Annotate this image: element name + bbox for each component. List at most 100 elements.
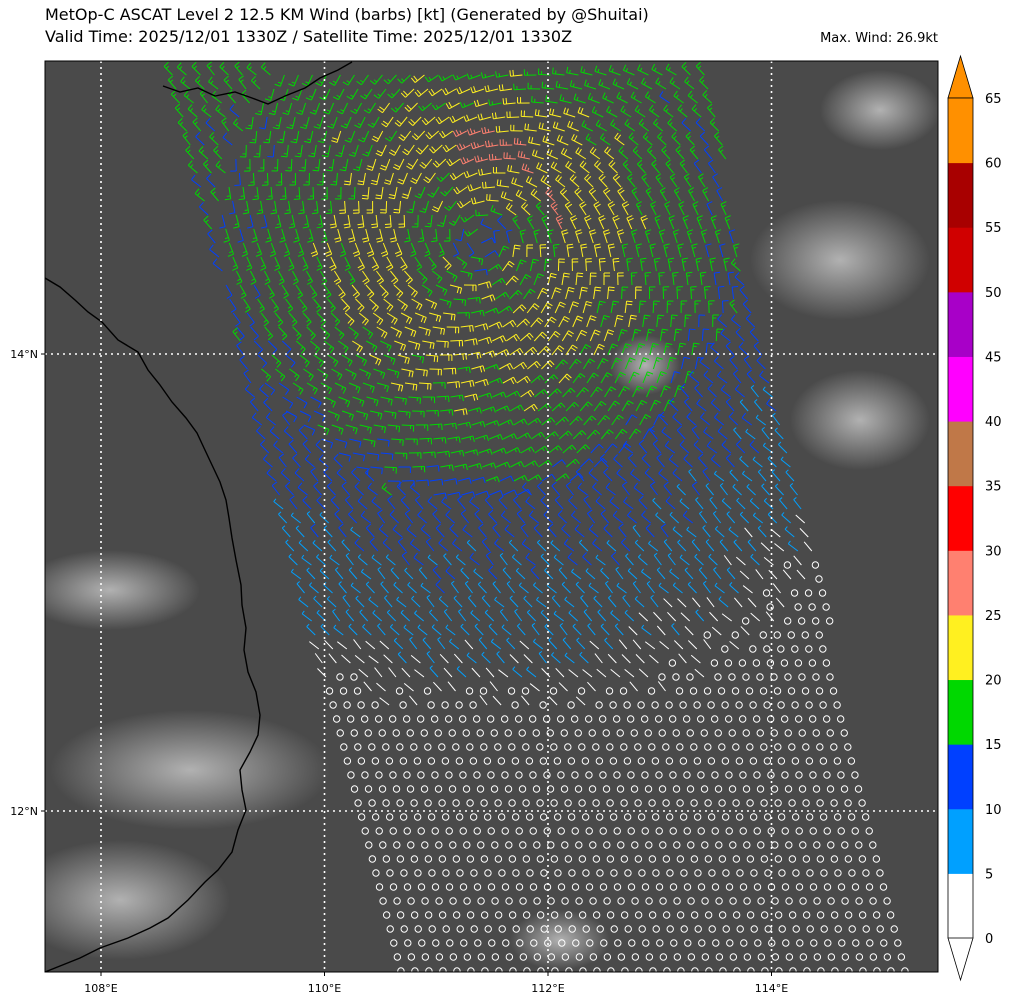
wind-barb xyxy=(517,150,530,160)
lon-tick-label: 112°E xyxy=(531,982,564,995)
wind-barb xyxy=(503,152,516,160)
wind-barb xyxy=(316,172,324,186)
wind-barb xyxy=(365,284,375,299)
wind-barb xyxy=(309,102,321,115)
colorbar-bin xyxy=(948,873,973,939)
wind-barb xyxy=(677,243,684,258)
wind-barb xyxy=(538,122,551,132)
wind-barb xyxy=(658,229,666,244)
wind-barb xyxy=(480,72,495,79)
wind-barb xyxy=(699,75,709,90)
wind-barb xyxy=(686,229,694,244)
wind-barb xyxy=(559,94,572,104)
wind-barb xyxy=(259,116,268,130)
wind-barb xyxy=(559,187,569,202)
wind-barb xyxy=(598,257,606,272)
wind-barb xyxy=(177,117,188,132)
wind-barb xyxy=(653,118,664,132)
wind-barb xyxy=(298,200,305,215)
wind-barb xyxy=(269,242,277,257)
wind-barb xyxy=(567,120,579,132)
wind-barb xyxy=(531,149,545,160)
wind-barb xyxy=(456,256,468,270)
wind-barb xyxy=(593,243,602,258)
wind-barb xyxy=(319,88,331,101)
wind-barb xyxy=(366,242,375,257)
wind-barb xyxy=(635,286,642,300)
wind-barb xyxy=(645,187,654,202)
wind-barb xyxy=(621,243,629,258)
wind-barb xyxy=(571,258,579,272)
wind-barb xyxy=(626,78,639,90)
wind-barb xyxy=(632,146,643,160)
wind-barb xyxy=(580,243,588,258)
wind-barb xyxy=(449,284,463,294)
wind-barb xyxy=(474,155,489,163)
wind-barb xyxy=(612,78,625,90)
wind-barb xyxy=(212,258,223,272)
wind-barb xyxy=(411,298,423,311)
wind-barb xyxy=(326,158,335,172)
wind-barb xyxy=(342,74,355,86)
wind-barb xyxy=(424,214,433,228)
wind-barb xyxy=(353,158,363,172)
wind-barb xyxy=(421,284,433,297)
wind-barb xyxy=(285,158,293,172)
wind-barb xyxy=(624,118,636,132)
lat-tick-label: 14°N xyxy=(10,348,38,361)
wind-barb xyxy=(225,284,233,299)
wind-barb xyxy=(221,117,230,132)
wind-barb xyxy=(608,160,618,174)
wind-barb xyxy=(431,102,446,111)
wind-barb xyxy=(579,160,590,174)
wind-barb xyxy=(203,159,212,174)
wind-barb xyxy=(622,159,632,174)
wind-barb xyxy=(566,243,574,258)
wind-barb xyxy=(702,187,710,202)
wind-barb xyxy=(685,271,693,286)
wind-barb xyxy=(286,116,296,130)
wind-barb xyxy=(358,130,370,143)
wind-barb xyxy=(288,256,295,271)
wind-barb xyxy=(551,287,562,300)
wind-barb xyxy=(627,173,636,188)
wind-barb xyxy=(577,106,590,118)
wind-barb xyxy=(371,256,380,271)
wind-barb xyxy=(215,104,226,118)
wind-barb xyxy=(435,284,448,296)
wind-barb xyxy=(307,186,315,200)
wind-barb xyxy=(425,130,440,140)
wind-barb xyxy=(734,272,745,286)
wind-barb xyxy=(475,209,489,217)
wind-barb xyxy=(529,258,539,272)
wind-barb xyxy=(354,116,366,129)
wind-barb xyxy=(571,133,583,146)
wind-barb xyxy=(261,214,268,229)
wind-barb xyxy=(713,131,723,146)
wind-barb xyxy=(357,214,365,229)
wind-barb xyxy=(313,298,322,313)
wind-barb xyxy=(362,270,370,285)
wind-barb xyxy=(463,170,478,179)
wind-barb xyxy=(195,132,205,146)
wind-barb xyxy=(351,284,361,299)
wind-barb xyxy=(356,74,369,86)
wind-barb xyxy=(311,200,319,215)
wind-barb xyxy=(344,130,356,143)
wind-barb xyxy=(239,284,247,299)
colorbar-tick-label: 5 xyxy=(985,867,993,882)
wind-barb xyxy=(603,272,611,286)
wind-barb xyxy=(607,286,615,300)
wind-barb xyxy=(387,88,401,99)
wind-barb xyxy=(502,97,516,105)
wind-barb xyxy=(415,144,429,155)
wind-barb xyxy=(292,88,303,101)
wind-barb xyxy=(442,87,457,96)
wind-barb xyxy=(463,284,477,292)
wind-barb xyxy=(691,243,698,258)
wind-barb xyxy=(264,88,275,102)
wind-barb xyxy=(630,229,638,244)
wind-barb xyxy=(703,145,713,160)
wind-barb xyxy=(512,244,521,258)
wind-barb xyxy=(486,194,499,202)
